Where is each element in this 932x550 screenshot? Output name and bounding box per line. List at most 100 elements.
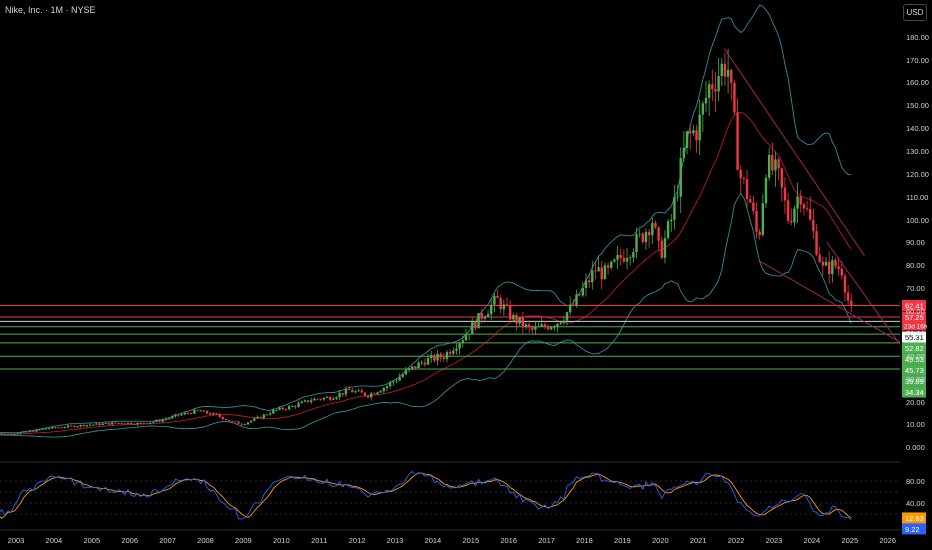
candle-body (215, 413, 218, 415)
candle-body (117, 423, 120, 424)
candle-body (249, 420, 253, 423)
candle-body (711, 84, 714, 90)
candle-body (809, 209, 812, 220)
symbol-title: Nike, Inc. · 1M · NYSE (5, 5, 96, 15)
candle-body (625, 257, 629, 262)
candle-body (344, 388, 348, 395)
candle-body (521, 317, 525, 328)
rsi-line (0, 470, 852, 521)
level-price-badge (902, 364, 926, 376)
candle-body (395, 380, 398, 382)
candle-body (66, 425, 70, 428)
candle-body (786, 200, 790, 221)
candle-body (171, 416, 174, 419)
candle-body (565, 312, 569, 321)
candle-body (471, 322, 474, 335)
candle-body (493, 295, 496, 305)
price-tick-label: 70.00 (906, 284, 925, 293)
candle-body (401, 374, 404, 377)
candle-body (767, 154, 771, 178)
candle-body (291, 405, 294, 407)
year-tick-label: 2008 (197, 536, 214, 545)
year-tick-label: 2020 (652, 536, 669, 545)
candle-body (316, 398, 319, 400)
candle-body (259, 416, 262, 418)
candle-body (325, 397, 329, 398)
candle-body (142, 423, 146, 424)
price-tick-label: 160.00 (906, 78, 929, 87)
price-tick-label: 130.00 (906, 147, 929, 156)
candle-body (0, 433, 3, 435)
candle-body (208, 413, 212, 415)
candle-body (581, 287, 585, 296)
candle-body (164, 418, 168, 420)
candle-body (376, 392, 379, 395)
rsi-signal-value: 12.83 (905, 514, 924, 523)
price-tick-label: 110.00 (906, 193, 928, 202)
candle-body (240, 423, 243, 425)
candle-body (417, 362, 420, 369)
year-tick-label: 2018 (576, 536, 593, 545)
candle-body (297, 403, 300, 407)
candle-body (253, 418, 256, 421)
candle-body (644, 231, 648, 243)
candle-body (540, 324, 543, 327)
trend-lines-layer (723, 48, 901, 345)
candle-body (152, 421, 155, 423)
candle-body (575, 294, 578, 306)
candle-body (92, 424, 95, 426)
year-tick-label: 2004 (46, 536, 63, 545)
candle-body (148, 422, 152, 424)
price-tick-label: 50.00 (906, 329, 925, 338)
candle-body (306, 400, 310, 403)
candle-body (546, 326, 550, 330)
currency-button[interactable]: USD (903, 4, 927, 21)
candle-body (360, 390, 363, 393)
candle-body (777, 159, 780, 169)
candle-body (774, 159, 777, 171)
candle-body (783, 187, 787, 201)
level-price-label: 49.53 (905, 355, 924, 364)
rsi-panel: 12.83 9.22 (0, 461, 926, 535)
candle-body (673, 196, 676, 220)
candle-body (313, 398, 316, 401)
candle-body (831, 260, 834, 274)
candle-body (32, 431, 35, 432)
rsi-value-badge (902, 523, 926, 535)
candle-body (38, 429, 41, 431)
level-price-badge (902, 311, 926, 323)
year-tick-label: 2023 (766, 536, 783, 545)
candle-body (60, 427, 63, 429)
candle-body (508, 305, 512, 320)
year-tick-label: 2021 (690, 536, 707, 545)
candle-body (663, 238, 667, 258)
candle-body (670, 219, 673, 222)
candle-body (373, 393, 376, 395)
candle-body (815, 231, 818, 255)
candle-body (556, 323, 559, 327)
candle-body (341, 393, 344, 395)
candle-body (439, 354, 442, 358)
candle-body (477, 313, 480, 329)
candle-body (22, 431, 25, 433)
year-tick-label: 2014 (425, 536, 442, 545)
candle-body (613, 259, 616, 262)
candle-body (35, 429, 38, 432)
candle-body (202, 410, 206, 412)
candle-body (543, 324, 547, 327)
candle-body (354, 391, 357, 393)
candle-body (379, 391, 382, 393)
level-price-label: 55.31 (905, 333, 924, 342)
price-tick-label: 20.00 (906, 398, 925, 407)
year-tick-label: 2022 (728, 536, 745, 545)
candle-body (79, 424, 82, 427)
level-price-label: 52.82 (905, 344, 924, 353)
candle-body (73, 425, 76, 427)
candle-body (850, 300, 853, 305)
candle-body (527, 324, 531, 328)
candle-body (587, 280, 591, 283)
candle-body (338, 393, 341, 398)
candle-body (16, 433, 19, 435)
candle-body (445, 352, 449, 359)
